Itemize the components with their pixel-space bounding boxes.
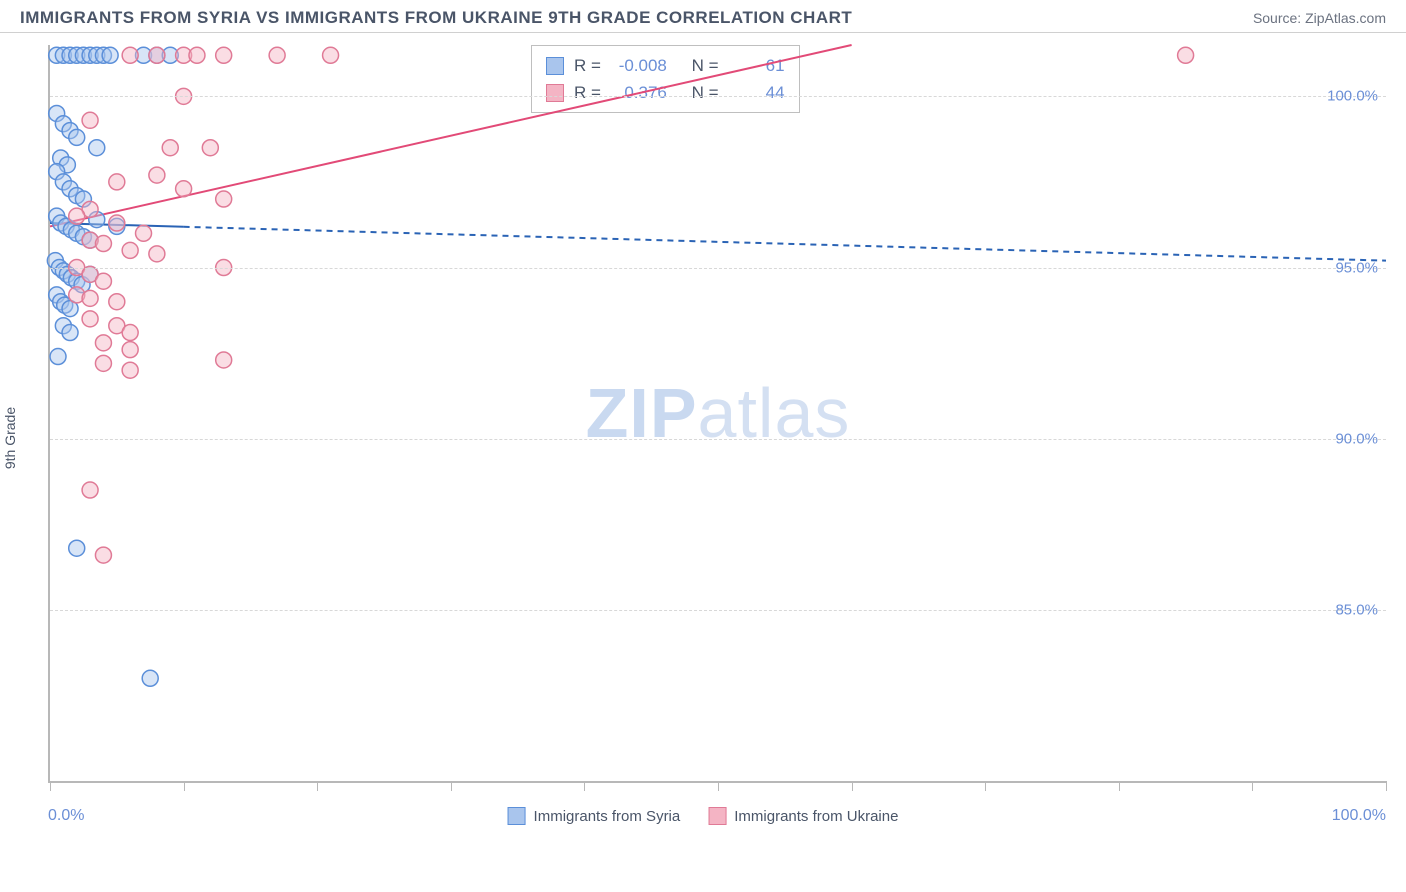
data-point [162,140,178,156]
data-point [202,140,218,156]
trend-line-dashed [184,227,1386,261]
data-point [89,140,105,156]
data-point [216,352,232,368]
data-point [136,225,152,241]
data-point [82,311,98,327]
gridline [50,610,1386,611]
legend-swatch-syria [508,807,526,825]
data-point [216,47,232,63]
data-point [323,47,339,63]
x-tick [1119,781,1120,791]
y-tick-label: 95.0% [1335,259,1378,276]
data-point [82,482,98,498]
data-point [1178,47,1194,63]
data-point [69,208,85,224]
x-tick [451,781,452,791]
x-tick [852,781,853,791]
data-point [122,342,138,358]
data-point [122,362,138,378]
legend-label-ukraine: Immigrants from Ukraine [734,808,898,825]
data-point [69,540,85,556]
data-point [95,273,111,289]
x-tick [184,781,185,791]
gridline [50,439,1386,440]
chart-container: 9th Grade ZIPatlas R = -0.008 N = 61 R =… [0,33,1406,843]
data-point [176,181,192,197]
y-tick-label: 85.0% [1335,601,1378,618]
x-tick [50,781,51,791]
x-axis-min-label: 0.0% [48,807,84,825]
legend-item-ukraine: Immigrants from Ukraine [708,807,898,825]
trend-line [50,45,852,226]
y-tick-label: 90.0% [1335,430,1378,447]
x-tick [1252,781,1253,791]
data-point [149,246,165,262]
x-tick [985,781,986,791]
data-point [149,167,165,183]
data-point [95,547,111,563]
legend-swatch-ukraine [708,807,726,825]
x-axis-max-label: 100.0% [1332,807,1386,825]
data-point [109,215,125,231]
legend-item-syria: Immigrants from Syria [508,807,681,825]
data-point [69,129,85,145]
y-tick-label: 100.0% [1327,88,1378,105]
data-point [82,290,98,306]
data-point [95,236,111,252]
data-point [62,325,78,341]
gridline [50,268,1386,269]
gridline [50,96,1386,97]
data-point [189,47,205,63]
x-tick [1386,781,1387,791]
plot-area: ZIPatlas R = -0.008 N = 61 R = 0.376 N =… [48,45,1386,783]
x-tick [718,781,719,791]
x-tick [317,781,318,791]
source-attribution: Source: ZipAtlas.com [1253,10,1386,26]
page-title: IMMIGRANTS FROM SYRIA VS IMMIGRANTS FROM… [20,8,852,28]
plot-svg [50,45,1386,781]
data-point [122,325,138,341]
data-point [82,112,98,128]
legend: Immigrants from Syria Immigrants from Uk… [508,807,899,825]
data-point [216,191,232,207]
y-axis-label: 9th Grade [2,407,18,469]
data-point [102,47,118,63]
data-point [50,349,66,365]
header: IMMIGRANTS FROM SYRIA VS IMMIGRANTS FROM… [0,0,1406,33]
data-point [95,355,111,371]
data-point [149,47,165,63]
data-point [122,47,138,63]
data-point [142,670,158,686]
legend-label-syria: Immigrants from Syria [534,808,681,825]
x-tick [584,781,585,791]
data-point [109,294,125,310]
data-point [122,242,138,258]
data-point [95,335,111,351]
data-point [269,47,285,63]
data-point [109,174,125,190]
